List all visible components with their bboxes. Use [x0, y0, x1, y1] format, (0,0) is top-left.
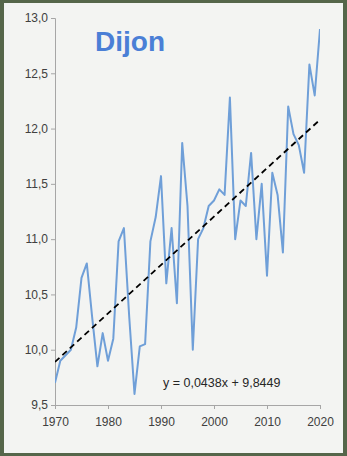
tick-mark [214, 405, 215, 409]
tick-label: 10,0 [25, 343, 49, 357]
x-axis: 1970 1980 1990 2000 2010 2020 [42, 405, 334, 429]
tick-label: 10,5 [25, 288, 49, 302]
axis-line [51, 19, 56, 406]
tick: 11,5 [26, 177, 55, 191]
tick-mark [51, 73, 55, 74]
tick: 1980 [95, 405, 122, 429]
chart: 1970 1980 1990 2000 2010 2020 9,5 10,0 10,5 11,0 1… [0, 0, 347, 456]
tick-mark [51, 239, 55, 240]
tick: 13,0 [25, 11, 55, 25]
tick-mark [51, 350, 55, 351]
axis-line [56, 406, 321, 410]
tick-label: 2020 [307, 415, 334, 429]
tick-mark [161, 405, 162, 409]
tick: 12,0 [25, 122, 55, 136]
tick-mark [51, 129, 55, 130]
tick-label: 11,0 [26, 232, 49, 246]
tick-label: 12,0 [25, 122, 49, 136]
tick-label: 1990 [148, 415, 175, 429]
title: Dijon [95, 26, 165, 57]
tick-mark [51, 184, 55, 185]
tick-label: 12,5 [25, 67, 49, 81]
tick: 10,0 [25, 343, 55, 357]
tick-mark [320, 405, 321, 409]
tick-mark [51, 18, 55, 19]
tick-label: 1980 [95, 415, 122, 429]
tick-label: 13,0 [25, 11, 49, 25]
tick: 9,5 [31, 398, 55, 412]
tick: 2000 [201, 405, 228, 429]
tick-label: 1970 [42, 415, 69, 429]
tick: 1990 [148, 405, 175, 429]
annotation: y = 0,0438x + 9,8449 [163, 376, 281, 390]
tick-mark [51, 405, 55, 406]
data-line [55, 29, 320, 394]
tick-label: 9,5 [31, 398, 48, 412]
tick: 2020 [307, 405, 334, 429]
plot-area [55, 29, 320, 394]
y-axis: 9,5 10,0 10,5 11,0 11,5 12,0 12,5 13,0 [25, 11, 56, 412]
tick-label: 11,5 [26, 177, 49, 191]
tick: 10,5 [25, 288, 55, 302]
tick-mark [108, 405, 109, 409]
panel [4, 3, 343, 453]
trend-line [55, 120, 320, 362]
tick: 11,0 [26, 232, 55, 246]
tick-mark [51, 294, 55, 295]
tick: 12,5 [25, 67, 55, 81]
tick-label: 2010 [254, 415, 281, 429]
tick: 2010 [254, 405, 281, 429]
tick-mark [267, 405, 268, 409]
tick-label: 2000 [201, 415, 228, 429]
